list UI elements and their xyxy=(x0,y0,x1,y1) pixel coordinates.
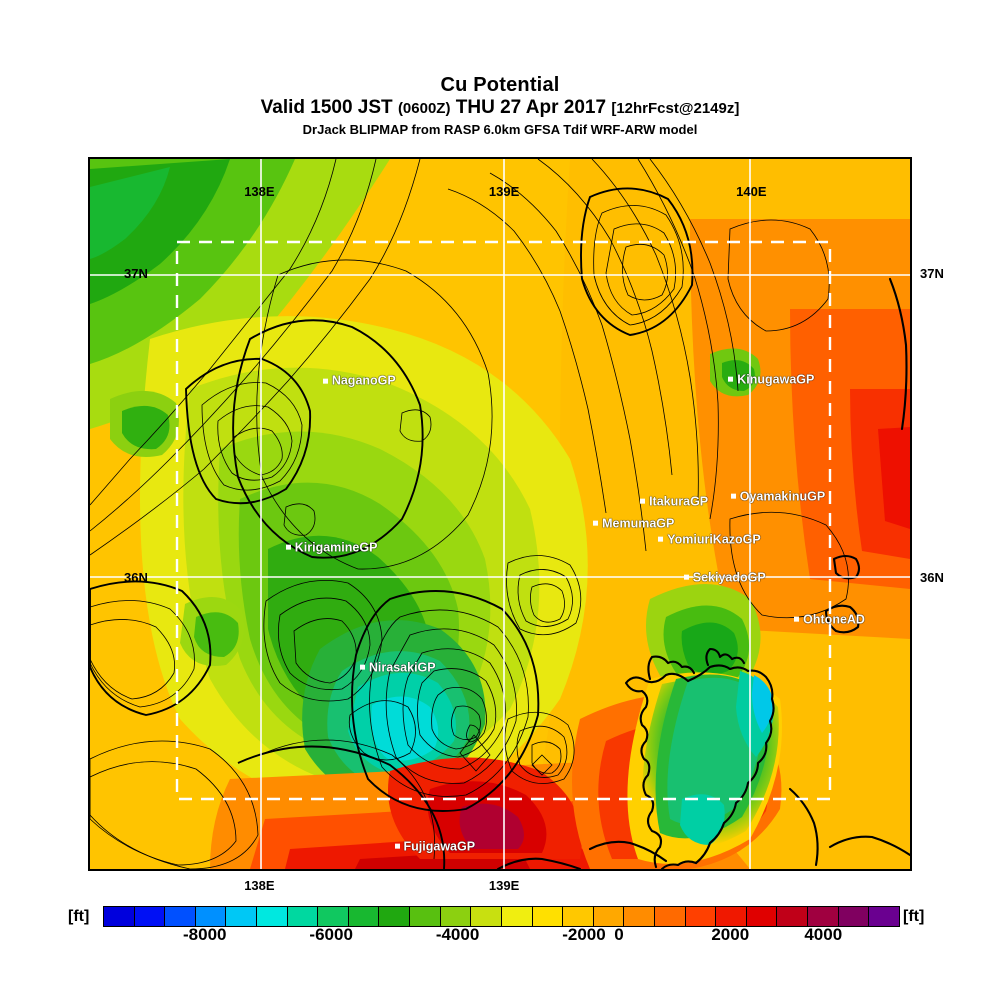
lat-label-right: 37N xyxy=(920,266,944,282)
lat-label-right: 36N xyxy=(920,569,944,585)
map-plot-area[interactable]: Terrain contours: 500 ft xyxy=(88,157,912,871)
forecast-tag: [12hrFcst@2149z] xyxy=(611,100,740,117)
lon-label-top: 138E xyxy=(244,184,275,199)
colorbar-tick-label: -6000 xyxy=(309,925,353,944)
colorbar-swatch xyxy=(195,907,227,926)
title-block: Cu Potential Valid 1500 JST (0600Z) THU … xyxy=(0,74,1000,138)
valid-time: Valid 1500 JST xyxy=(260,97,393,118)
colorbar-swatch xyxy=(348,907,380,926)
filled-contour-field xyxy=(90,159,910,869)
map-canvas xyxy=(90,159,910,869)
colorbar-unit-right: [ft] xyxy=(903,908,925,925)
colorbar-swatch xyxy=(257,907,288,926)
colorbar-swatch xyxy=(532,907,564,926)
colorbar-unit-left: [ft] xyxy=(68,908,90,925)
lon-label-top: 139E xyxy=(488,184,520,199)
colorbar-swatch xyxy=(808,907,839,926)
colorbar-swatch xyxy=(501,907,533,926)
colorbar-tick-label: 4000 xyxy=(804,925,843,944)
lon-label-bottom: 138E xyxy=(244,878,275,893)
valid-date: THU 27 Apr 2017 xyxy=(455,97,607,118)
lat-label-left: 37N xyxy=(124,266,148,282)
colorbar-swatch xyxy=(440,907,472,926)
colorbar-swatch xyxy=(471,907,502,926)
lat-label-left: 36N xyxy=(124,569,148,585)
colorbar-swatch xyxy=(104,907,135,926)
colorbar-swatch xyxy=(777,907,809,926)
colorbar-swatch xyxy=(563,907,594,926)
page-title: Cu Potential xyxy=(440,74,560,96)
colorbar[interactable] xyxy=(103,906,900,927)
graticule xyxy=(90,159,910,869)
colorbar-swatch xyxy=(869,907,899,926)
colorbar-swatch xyxy=(318,907,349,926)
colorbar-swatch xyxy=(593,907,625,926)
colorbar-swatch xyxy=(226,907,258,926)
colorbar-tick-label: -2000 xyxy=(562,925,606,944)
colorbar-swatch xyxy=(624,907,655,926)
subdomain-box xyxy=(175,240,832,801)
terrain-contours-major xyxy=(90,187,694,869)
lon-label-top: 140E xyxy=(736,184,767,199)
colorbar-swatch xyxy=(838,907,870,926)
colorbar-tick-label: -4000 xyxy=(435,925,480,944)
colorbar-swatch xyxy=(165,907,196,926)
colorbar-swatch xyxy=(716,907,747,926)
colorbar-swatch xyxy=(287,907,319,926)
valid-utc: (0600Z) xyxy=(397,100,451,117)
model-subtitle: DrJack BLIPMAP from RASP 6.0km GFSA Tdif… xyxy=(302,122,698,137)
colorbar-swatch xyxy=(654,907,686,926)
colorbar-swatch xyxy=(746,907,778,926)
valid-time-line: Valid 1500 JST (0600Z) THU 27 Apr 2017 [… xyxy=(0,97,1000,120)
colorbar-swatch xyxy=(134,907,166,926)
colorbar-swatch xyxy=(379,907,411,926)
coastline xyxy=(496,277,910,869)
colorbar-tick-label: 0 xyxy=(614,925,624,944)
colorbar-swatch xyxy=(685,907,717,926)
colorbar-swatch xyxy=(410,907,441,926)
lon-label-bottom: 139E xyxy=(488,878,520,893)
colorbar-tick-label: 2000 xyxy=(711,925,750,944)
colorbar-tick-label: -8000 xyxy=(183,925,227,944)
